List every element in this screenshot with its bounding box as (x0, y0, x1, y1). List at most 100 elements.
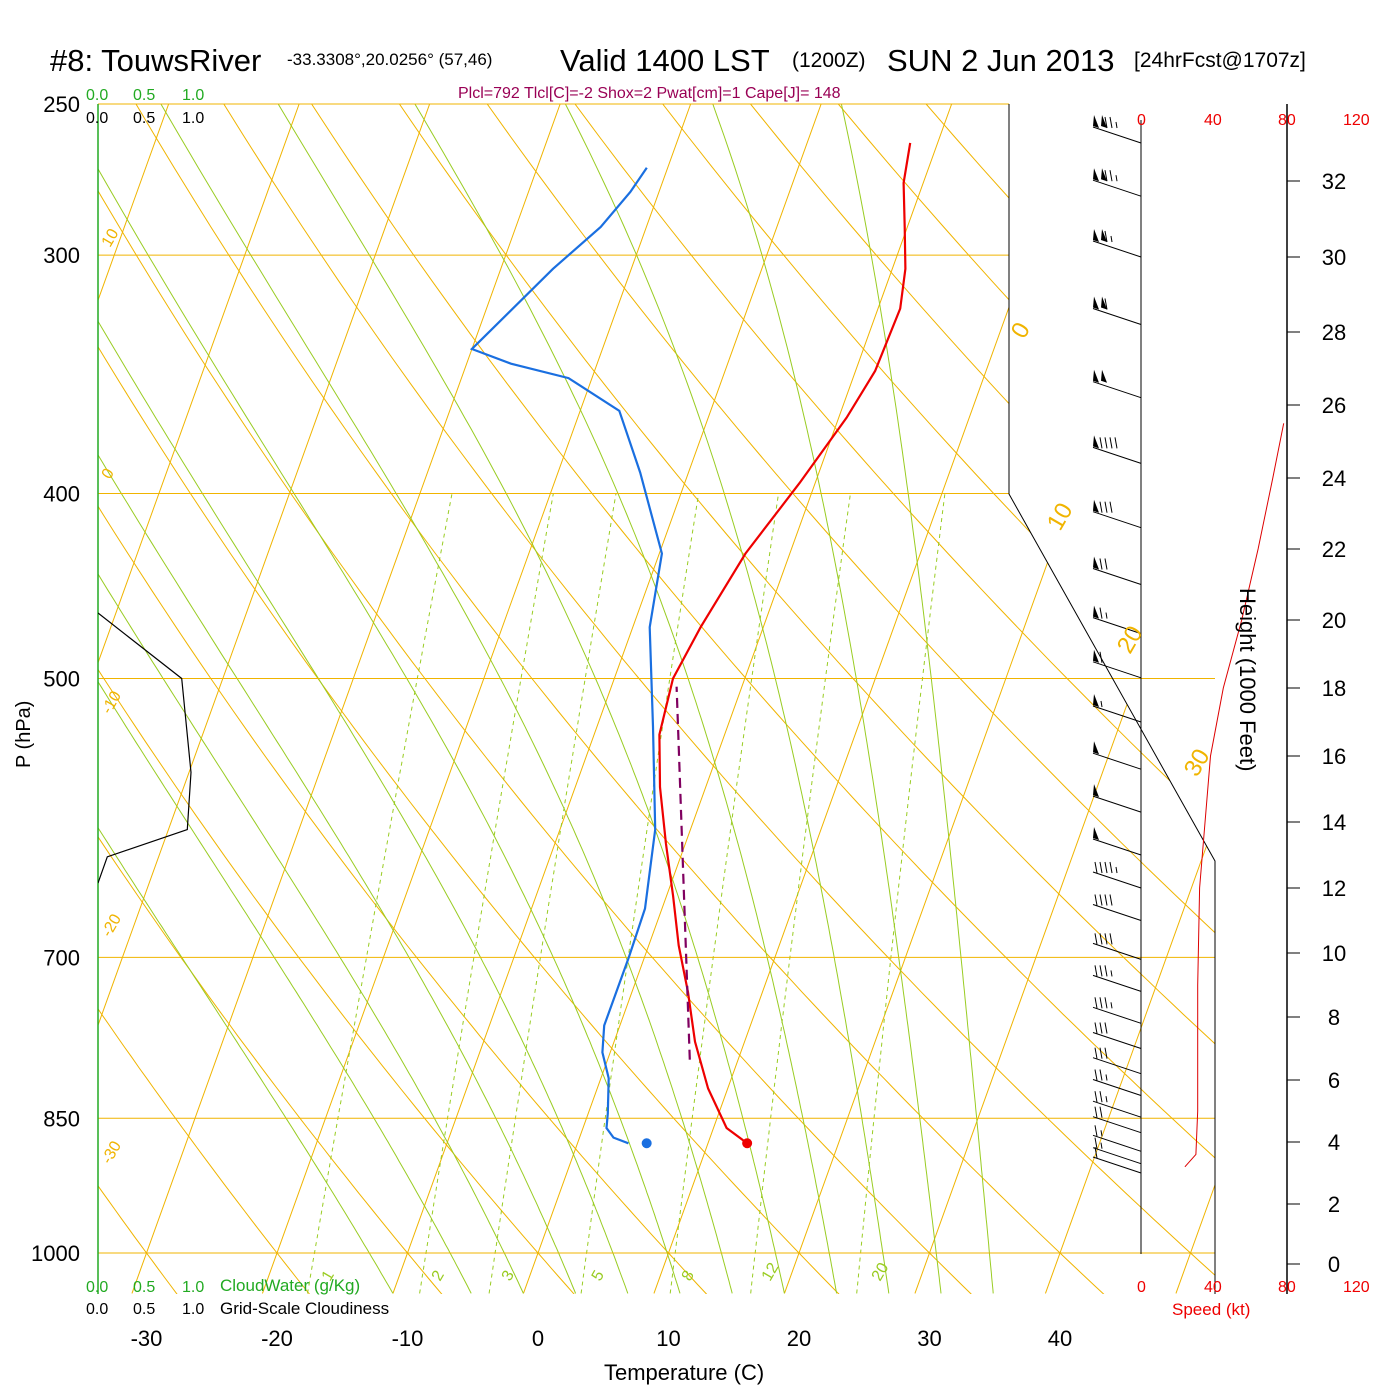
wind-barb (1092, 1069, 1142, 1096)
mixing-ratio-line (580, 493, 700, 1294)
temperature-tick-label: 0 (532, 1326, 544, 1351)
wind-barb-feather (1109, 170, 1113, 182)
grid-labels: -30 -20 -10 0 10 20 30 402503004005007008501000… (31, 92, 1346, 1351)
y-axis-label: P (hPa) (13, 701, 35, 768)
temperature-surface-marker (742, 1138, 753, 1149)
moist-adiabat-line (277, 104, 785, 1294)
cloudiness-tick-2: 1.0 (182, 1301, 204, 1318)
dry-adiabat-line (223, 104, 1215, 1294)
wind-barb-half-feather (1115, 866, 1118, 874)
wind-speed-profile (1184, 423, 1285, 1168)
dewpoint-surface-marker (641, 1138, 652, 1149)
wind-barb-half-feather (1100, 700, 1103, 708)
dry-adiabat-line (1277, 104, 1400, 1301)
wind-barb-feather (1099, 965, 1103, 977)
dry-adiabat-grid (98, 104, 1400, 1301)
wind-barb (1092, 605, 1142, 635)
height-tick-label: 2 (1328, 1192, 1340, 1217)
wind-barb-staff (1092, 1032, 1142, 1049)
wind-barb-feather (1099, 1091, 1103, 1103)
dry-adiabat-line (98, 104, 316, 1294)
station-title: #8: TouwsRiver (50, 43, 261, 78)
pressure-tick-label: 1000 (31, 1241, 80, 1266)
mixing-ratio-label: 5 (589, 1268, 608, 1284)
wind-barb (1092, 1091, 1142, 1118)
wind-barb (1092, 435, 1142, 464)
wind-barb-staff (1092, 126, 1142, 144)
wind-barb-flag (1093, 649, 1099, 663)
dry-adiabat-line (750, 104, 1215, 1294)
wind-barb-staff (1092, 1147, 1142, 1165)
dry-adiabat-line (486, 104, 1215, 1294)
height-tick-label: 22 (1322, 537, 1346, 562)
wind-barb (1092, 1125, 1142, 1152)
wind-barb-flag (1093, 741, 1099, 755)
wind-barb-flag (1093, 296, 1099, 310)
x-axis-label: Temperature (C) (604, 1360, 764, 1385)
profile-series (98, 142, 912, 1149)
isotherm-label: 10 (99, 226, 123, 250)
mixing-ratio-line (669, 493, 779, 1294)
wind-barb-feather (1099, 607, 1103, 619)
wind-barb-feather (1099, 1069, 1103, 1081)
wind-barb-feather (1094, 1022, 1098, 1034)
wind-barb-staff (1092, 1116, 1142, 1134)
wind-barb-half-feather (1105, 612, 1108, 619)
pressure-tick-label: 400 (43, 482, 80, 507)
wind-barb-staff (1092, 446, 1142, 464)
cloudiness-tick-top-2: 1.0 (182, 110, 204, 127)
pressure-tick-label: 500 (43, 667, 80, 692)
wind-barb-feather (1099, 1106, 1103, 1118)
speed-tick-top-1: 40 (1204, 112, 1222, 129)
moist-adiabat-line (98, 104, 629, 1294)
wind-barb-feather (1104, 298, 1108, 310)
dry-adiabat-line (98, 104, 581, 1294)
moist-adiabat-grid (98, 104, 994, 1294)
wind-barb (1092, 229, 1142, 258)
wind-barb (1092, 827, 1142, 856)
wind-barb-staff (1092, 705, 1142, 723)
pressure-tick-label: 300 (43, 243, 80, 268)
wind-barb (1092, 1022, 1142, 1049)
mixing-ratio-line (856, 493, 946, 1294)
isotherm-label: 10 (1042, 498, 1079, 535)
frame-right-edge (1008, 104, 1216, 1294)
height-tick-label: 4 (1328, 1130, 1340, 1155)
wind-barb-feather (1094, 1106, 1098, 1118)
wind-barb (1092, 694, 1142, 723)
wind-barb-flag (1101, 115, 1107, 128)
wind-barb-flag (1093, 229, 1099, 242)
wind-barb (1092, 168, 1142, 197)
cloudwater-tick-top-2: 1.0 (182, 87, 204, 104)
cloudiness-tick-top-0: 0.0 (86, 110, 108, 127)
moist-adiabat-line (98, 104, 524, 1294)
pressure-tick-label: 250 (43, 92, 80, 117)
wind-barb-flag (1101, 168, 1107, 182)
dry-adiabat-line (98, 104, 449, 1294)
wind-barb-staff (1092, 795, 1142, 813)
speed-tick-2: 80 (1278, 1279, 1296, 1296)
station-coords: -33.3308°,20.0256° (57,46) (287, 50, 492, 69)
height-tick-label: 14 (1322, 810, 1346, 835)
isotherm-line (98, 104, 170, 1294)
wind-barb-half-feather (1100, 1130, 1103, 1137)
dry-adiabat-line (98, 104, 714, 1294)
height-tick-label: 8 (1328, 1005, 1340, 1030)
isotherm-line (522, 104, 953, 1294)
wind-barb (1092, 741, 1142, 770)
wind-barb-staff (1092, 1006, 1142, 1024)
mixing-ratio-line (750, 493, 851, 1294)
wind-barb-flag (1093, 556, 1099, 570)
temperature-tick-label: 30 (917, 1326, 941, 1351)
isotherm-label: -10 (99, 688, 125, 717)
wind-barb-feather (1094, 894, 1098, 906)
mixing-ratio-grid (307, 493, 946, 1294)
wind-barb-feather (1104, 861, 1108, 874)
dry-adiabat-line (98, 104, 183, 1294)
wind-barb-feather (1104, 116, 1108, 129)
wind-barb-feather (1104, 965, 1108, 977)
temperature-tick-label: -30 (131, 1326, 163, 1351)
wind-barb-staff (1092, 974, 1142, 992)
isotherm-line (1044, 104, 1215, 1294)
